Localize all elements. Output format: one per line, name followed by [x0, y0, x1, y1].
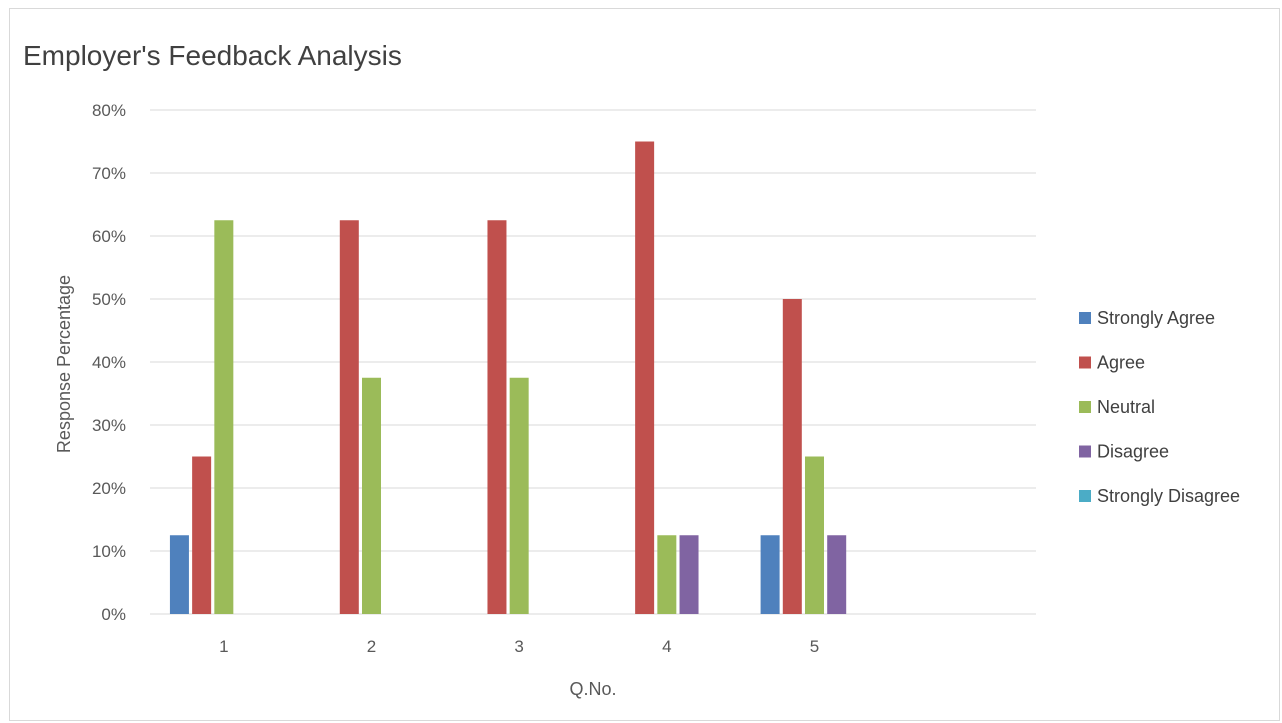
- y-tick-label: 20%: [92, 479, 126, 498]
- legend-label: Agree: [1097, 353, 1145, 373]
- y-tick-label: 10%: [92, 542, 126, 561]
- legend-label: Strongly Agree: [1097, 308, 1215, 328]
- x-tick-label: 4: [662, 637, 671, 656]
- chart-title: Employer's Feedback Analysis: [23, 40, 402, 71]
- x-tick-label: 1: [219, 637, 228, 656]
- legend-label: Neutral: [1097, 397, 1155, 417]
- y-tick-label: 0%: [101, 605, 126, 624]
- y-axis-ticks: 0% 10% 20% 30% 40% 50% 60% 70% 80%: [92, 101, 126, 624]
- legend-swatch: [1079, 312, 1091, 324]
- bar-agree-q4: [635, 141, 655, 614]
- x-tick-label: 3: [514, 637, 523, 656]
- gridlines: [150, 109, 1036, 615]
- legend: Strongly Agree Agree Neutral Disagree Strong…: [1079, 308, 1240, 506]
- bar-neutral-q5: [805, 456, 824, 614]
- legend-swatch: [1079, 445, 1091, 458]
- legend-swatch: [1079, 356, 1091, 369]
- y-tick-label: 30%: [92, 416, 126, 435]
- legend-label: Disagree: [1097, 442, 1169, 462]
- x-axis-title: Q.No.: [569, 679, 616, 699]
- y-axis-title: Response Percentage: [54, 275, 74, 453]
- x-axis-ticks: 1 2 3 4 5: [219, 637, 819, 656]
- bar-disagree-q4: [679, 535, 699, 614]
- bar-neutral-q4: [657, 535, 677, 614]
- bar-agree-q3: [487, 220, 507, 614]
- y-tick-label: 80%: [92, 101, 126, 120]
- bars: [169, 141, 847, 614]
- y-tick-label: 70%: [92, 164, 126, 183]
- bar-strongly-agree-q1: [169, 535, 189, 614]
- legend-swatch: [1079, 401, 1091, 413]
- bar-neutral-q2: [362, 377, 381, 614]
- bar-strongly-agree-q5: [760, 535, 780, 614]
- legend-swatch: [1079, 490, 1091, 502]
- y-tick-label: 40%: [92, 353, 126, 372]
- legend-label: Strongly Disagree: [1097, 486, 1240, 506]
- bar-disagree-q5: [827, 535, 847, 614]
- bar-neutral-q3: [509, 377, 529, 614]
- x-tick-label: 5: [810, 637, 819, 656]
- bar-agree-q5: [782, 299, 802, 614]
- x-tick-label: 2: [367, 637, 376, 656]
- bar-agree-q2: [339, 220, 359, 614]
- y-tick-label: 60%: [92, 227, 126, 246]
- bar-neutral-q1: [214, 220, 234, 614]
- bar-agree-q1: [192, 456, 212, 614]
- y-tick-label: 50%: [92, 290, 126, 309]
